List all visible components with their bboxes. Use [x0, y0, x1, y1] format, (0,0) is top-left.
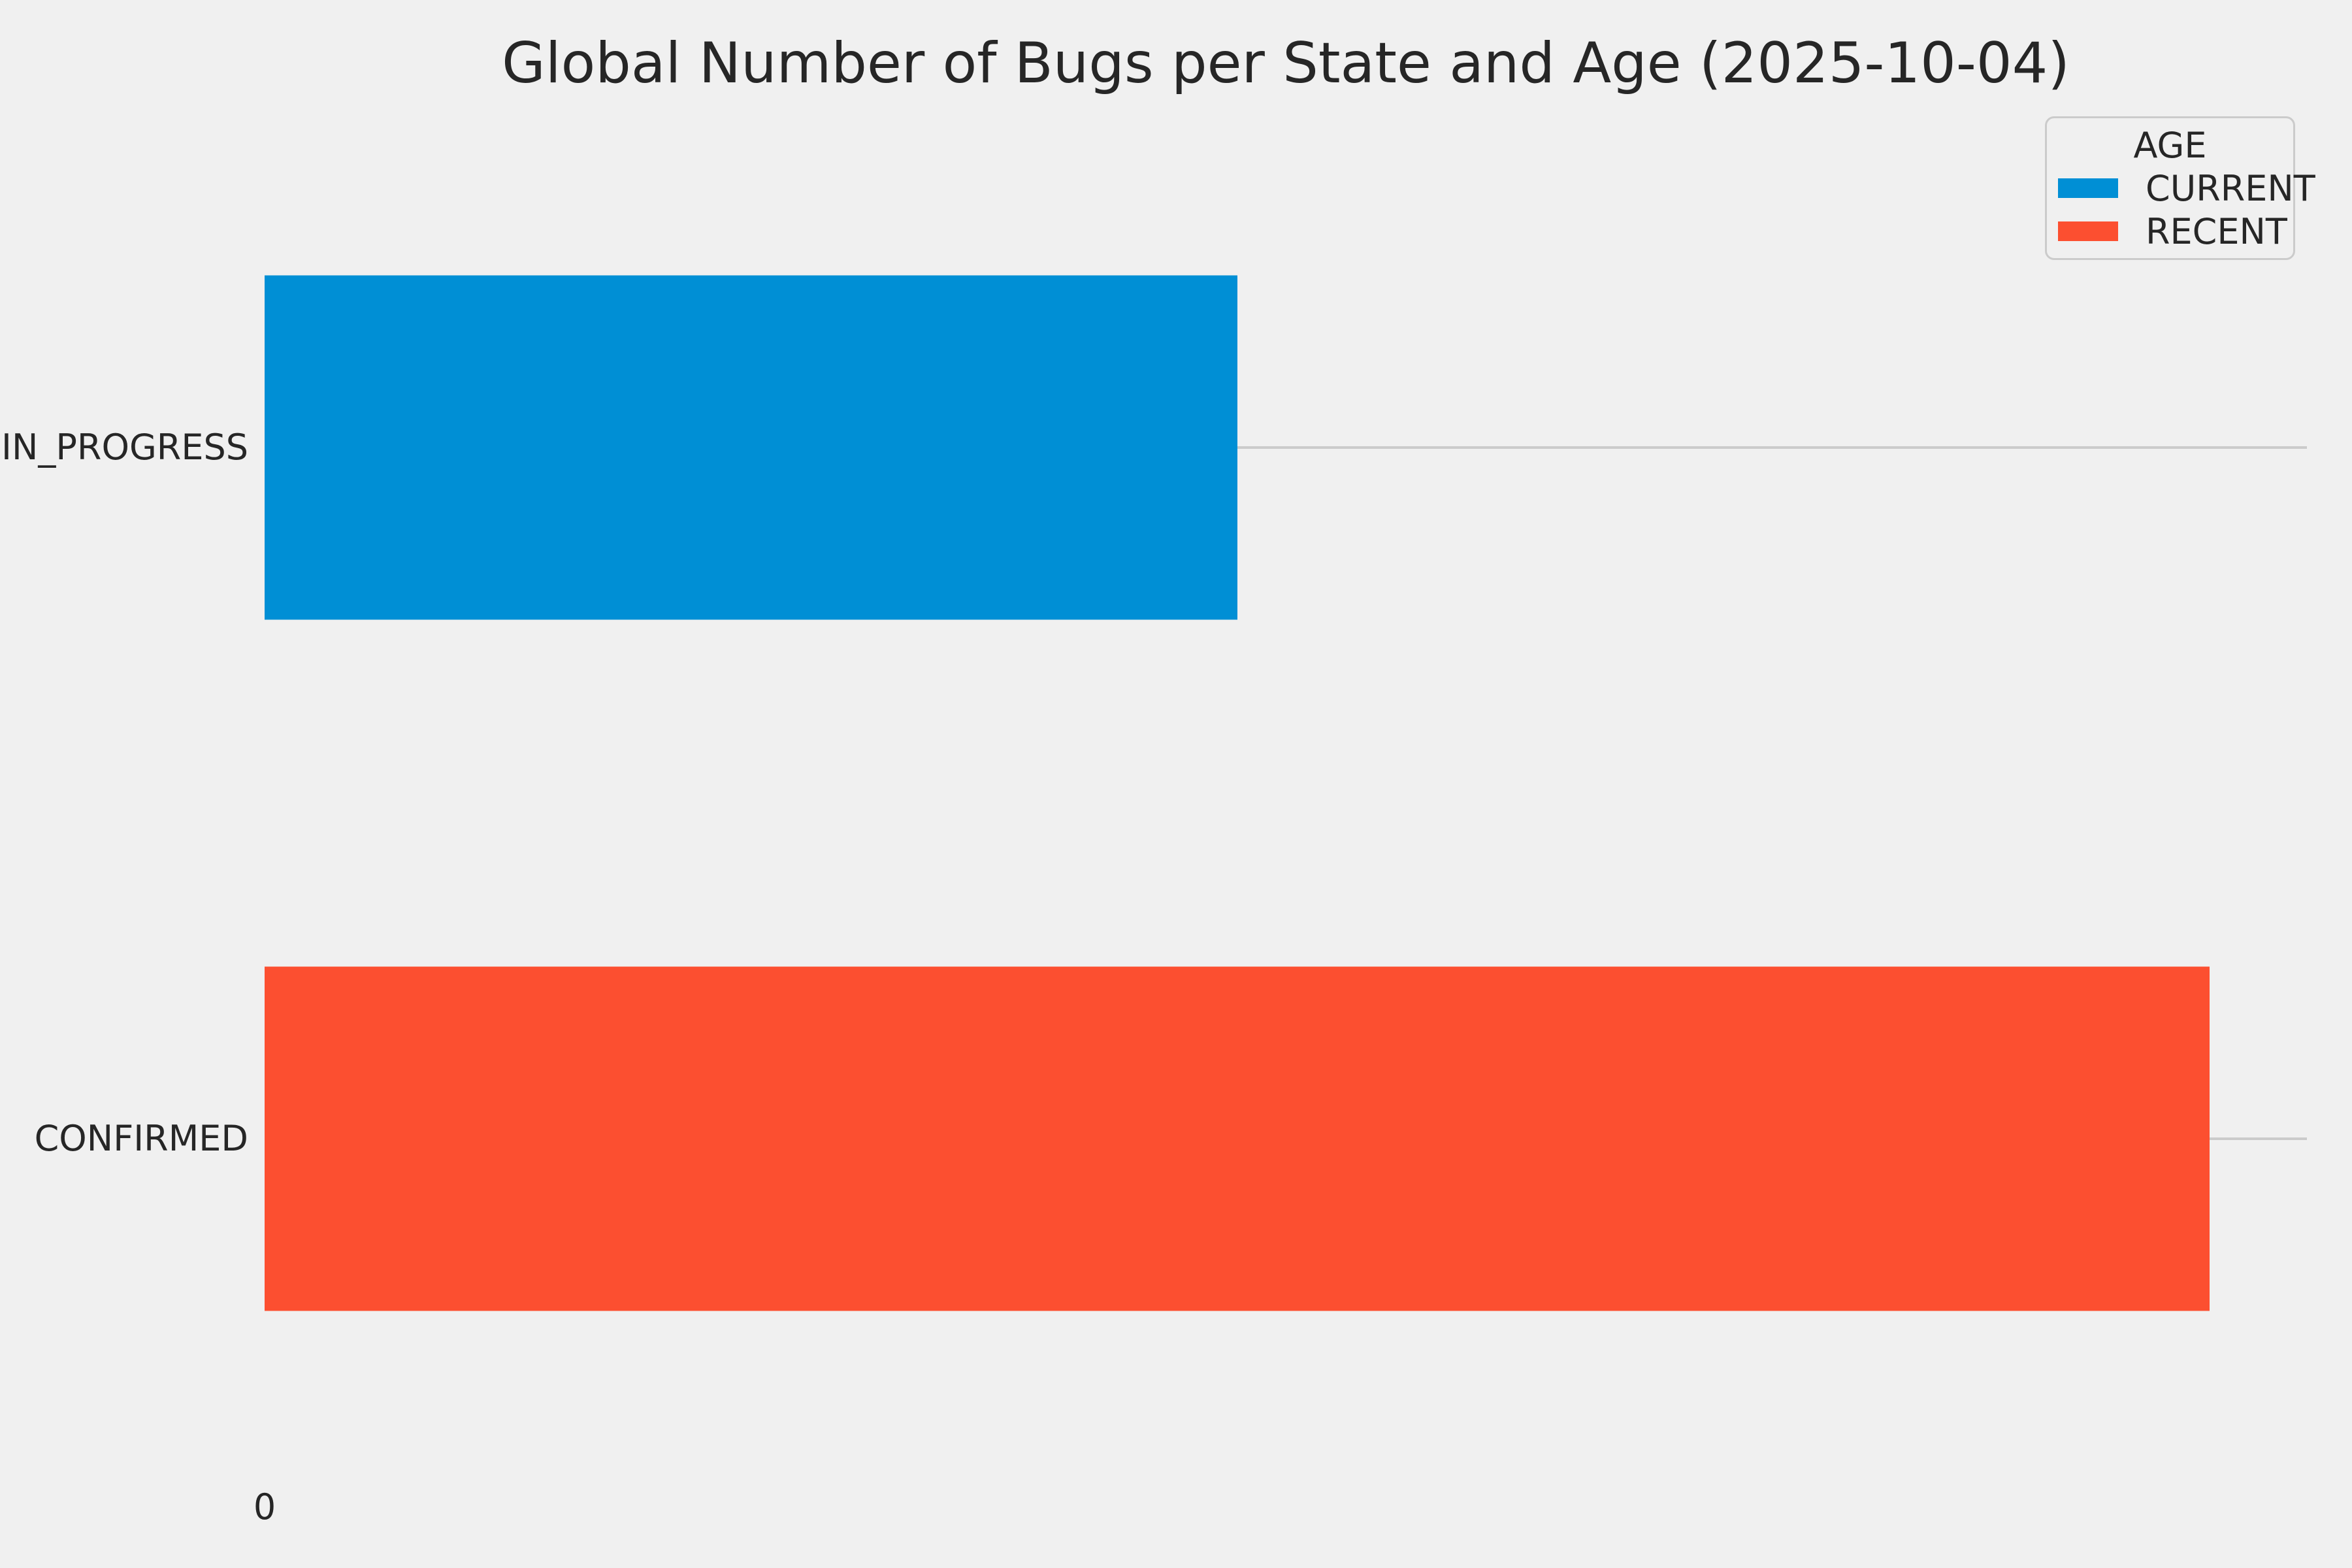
bar-confirmed: [265, 966, 2210, 1311]
legend-entries: CURRENT RECENT: [2058, 167, 2315, 253]
legend-swatch-current: [2058, 178, 2118, 198]
legend-swatch-recent: [2058, 221, 2118, 241]
bar-in_progress: [265, 275, 1237, 620]
legend-title: AGE: [2133, 124, 2207, 166]
legend-label: CURRENT: [2146, 167, 2315, 209]
legend-entry-recent: RECENT: [2058, 210, 2287, 253]
legend-entry-current: CURRENT: [2058, 167, 2315, 210]
legend-label: RECENT: [2146, 210, 2287, 252]
y-tick-label-in_progress: IN_PROGRESS: [1, 427, 248, 468]
gridline-in_progress: [265, 446, 2307, 449]
chart-title: Global Number of Bugs per State and Age …: [502, 31, 2070, 96]
y-axis-labels: IN_PROGRESS CONFIRMED: [0, 102, 248, 1484]
legend: AGE CURRENT RECENT: [2045, 116, 2315, 260]
x-tick-label-0: 0: [253, 1486, 276, 1527]
y-tick-label-confirmed: CONFIRMED: [34, 1118, 248, 1159]
plot-area: [265, 102, 2307, 1484]
